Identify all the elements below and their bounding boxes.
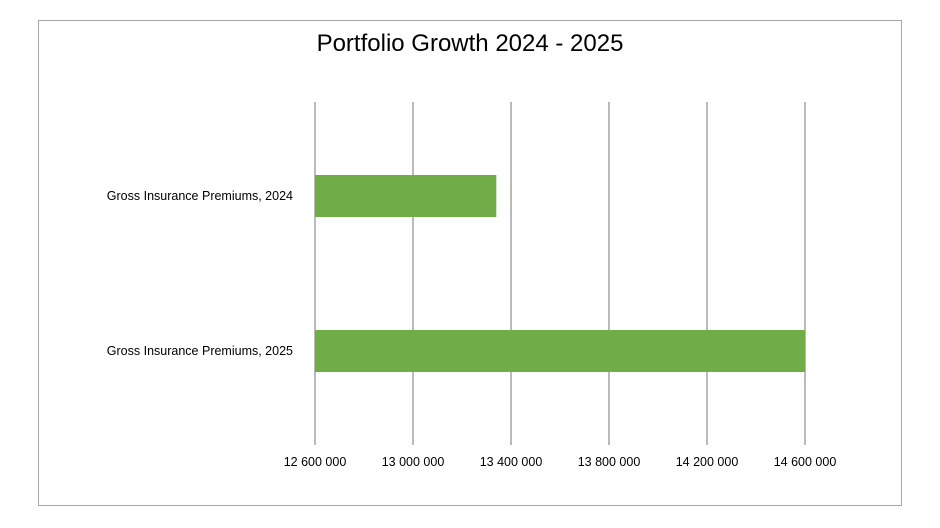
category-labels: Gross Insurance Premiums, 2024 Gross Insu… [107, 189, 293, 358]
x-tick-label: 12 600 000 [284, 455, 347, 469]
chart-frame [38, 20, 902, 506]
gridlines [314, 102, 806, 445]
x-tick-label: 13 400 000 [480, 455, 543, 469]
x-tick-labels: 12 600 000 13 000 000 13 400 000 13 800 000… [284, 455, 837, 469]
category-label: Gross Insurance Premiums, 2024 [107, 189, 293, 203]
category-label: Gross Insurance Premiums, 2025 [107, 344, 293, 358]
bar [315, 330, 805, 372]
chart-title: Portfolio Growth 2024 - 2025 [316, 30, 624, 57]
bars [315, 175, 805, 372]
x-tick-label: 13 000 000 [382, 455, 445, 469]
x-tick-label: 13 800 000 [578, 455, 641, 469]
x-tick-label: 14 200 000 [676, 455, 739, 469]
bar [315, 175, 497, 217]
x-tick-label: 14 600 000 [774, 455, 837, 469]
